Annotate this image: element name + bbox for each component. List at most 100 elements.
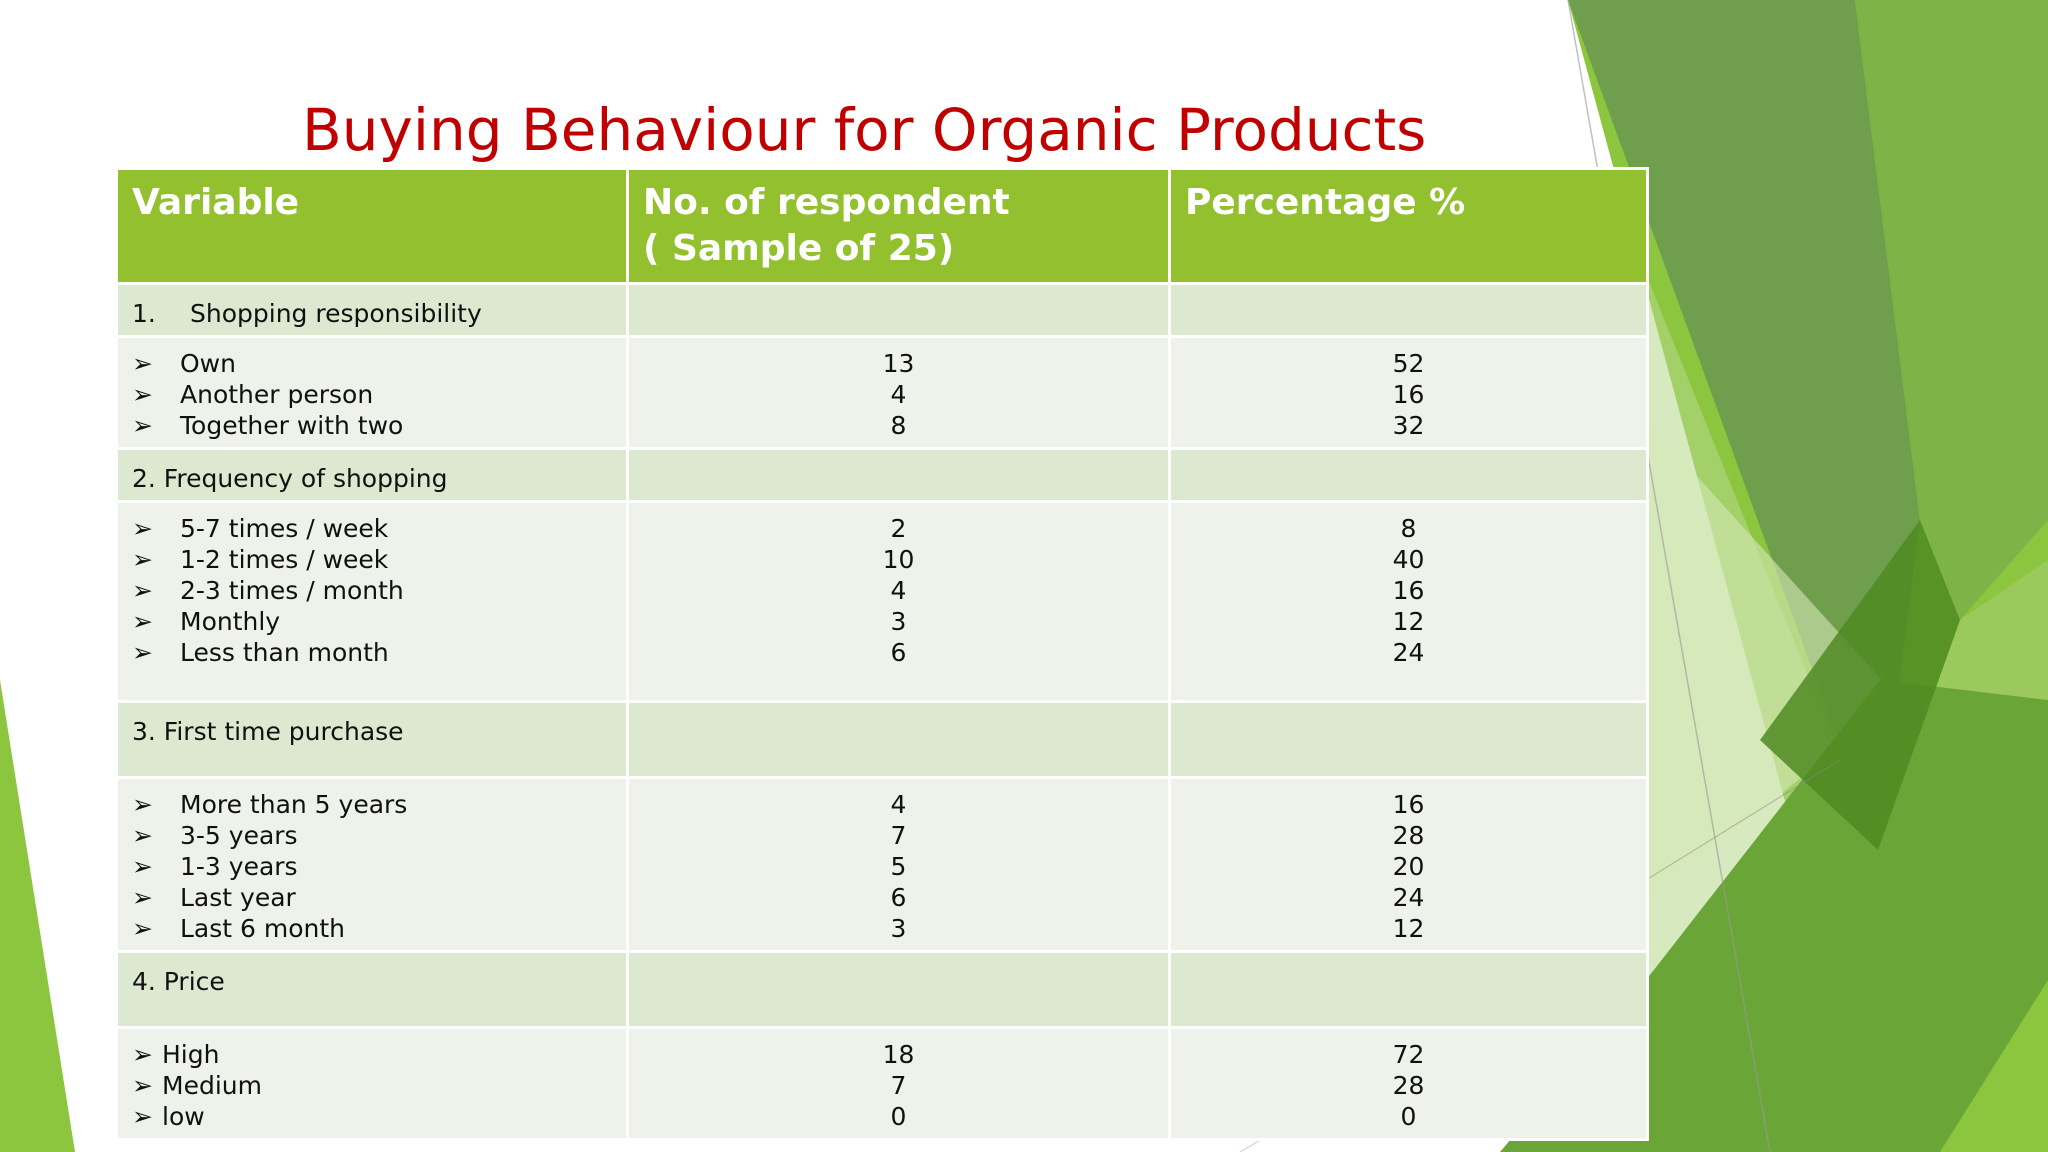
arrow-bullet-icon: ➢ — [132, 1102, 153, 1131]
items-row-shopping-responsibility: ➢ Own ➢ Another person ➢ Together with two … — [115, 335, 1649, 450]
arrow-bullet-icon: ➢ — [132, 852, 153, 881]
count-value: 3 — [890, 914, 907, 943]
section-row-frequency-of-shopping: 2. Frequency of shopping — [115, 447, 1649, 503]
count-value: 5 — [890, 852, 907, 881]
percent-value: 24 — [1392, 638, 1425, 667]
item-labels-cell: ➢ 5-7 times / week ➢ 1-2 times / week ➢ 2-3… — [115, 500, 629, 703]
arrow-bullet-icon: ➢ — [132, 514, 153, 543]
count-value: 2 — [890, 514, 907, 543]
percent-value: 0 — [1400, 1102, 1417, 1131]
list-item: ➢ Less than month — [132, 638, 389, 667]
percent-value: 40 — [1392, 545, 1425, 574]
item-percents-cell: 52 16 32 — [1168, 335, 1649, 450]
section-number: 1. — [132, 299, 156, 328]
item-counts-cell: 18 7 0 — [626, 1026, 1171, 1141]
header-respondents-line1: No. of respondent — [643, 182, 1010, 223]
section-row-first-time-purchase: 3. First time purchase — [115, 700, 1649, 779]
percent-value: 16 — [1392, 576, 1425, 605]
slide-title: Buying Behaviour for Organic Products — [302, 96, 1427, 164]
items-row-first-time-purchase: ➢ More than 5 years ➢ 3-5 years ➢ 1-3 years… — [115, 776, 1649, 953]
item-percents-cell: 8 40 16 12 24 — [1168, 500, 1649, 703]
arrow-bullet-icon: ➢ — [132, 380, 153, 409]
count-value: 13 — [882, 349, 915, 378]
list-item: ➢ low — [132, 1102, 205, 1131]
percent-value: 12 — [1392, 914, 1425, 943]
arrow-bullet-icon: ➢ — [132, 1071, 153, 1100]
arrow-bullet-icon: ➢ — [132, 576, 153, 605]
section-count-cell — [626, 282, 1171, 338]
buying-behaviour-table: Variable No. of respondent ( Sample of 2… — [115, 167, 1649, 1141]
header-respondents-line2: ( Sample of 25) — [643, 228, 955, 269]
section-label: 4. Price — [115, 950, 629, 1029]
section-percent-cell — [1168, 447, 1649, 503]
list-item: ➢ Medium — [132, 1071, 262, 1100]
item-counts-cell: 4 7 5 6 3 — [626, 776, 1171, 953]
item-counts-cell: 2 10 4 3 6 — [626, 500, 1171, 703]
item-labels-cell: ➢ High ➢ Medium ➢ low — [115, 1026, 629, 1141]
section-percent-cell — [1168, 700, 1649, 779]
count-value: 8 — [890, 411, 907, 440]
section-count-cell — [626, 447, 1171, 503]
section-percent-cell — [1168, 282, 1649, 338]
list-item: ➢ High — [132, 1040, 220, 1069]
percent-value: 24 — [1392, 883, 1425, 912]
arrow-bullet-icon: ➢ — [132, 349, 153, 378]
section-label: 3. First time purchase — [115, 700, 629, 779]
section-label: 2. Frequency of shopping — [115, 447, 629, 503]
arrow-bullet-icon: ➢ — [132, 638, 153, 667]
list-item: ➢ 3-5 years — [132, 821, 298, 850]
percent-value: 52 — [1392, 349, 1425, 378]
percent-value: 16 — [1392, 790, 1425, 819]
count-value: 4 — [890, 380, 907, 409]
item-labels-cell: ➢ Own ➢ Another person ➢ Together with two — [115, 335, 629, 450]
percent-value: 12 — [1392, 607, 1425, 636]
arrow-bullet-icon: ➢ — [132, 790, 153, 819]
header-percentage: Percentage % — [1168, 167, 1649, 285]
section-title: 3. First time purchase — [132, 717, 404, 746]
list-item: ➢ Together with two — [132, 411, 404, 440]
list-item: ➢ 2-3 times / month — [132, 576, 404, 605]
count-value: 18 — [882, 1040, 915, 1069]
item-percents-cell: 16 28 20 24 12 — [1168, 776, 1649, 953]
percent-value: 28 — [1392, 821, 1425, 850]
arrow-bullet-icon: ➢ — [132, 1040, 153, 1069]
header-variable: Variable — [115, 167, 629, 285]
arrow-bullet-icon: ➢ — [132, 914, 153, 943]
header-respondents: No. of respondent ( Sample of 25) — [626, 167, 1171, 285]
list-item: ➢ 1-2 times / week — [132, 545, 389, 574]
count-value: 10 — [882, 545, 915, 574]
list-item: ➢ Last 6 month — [132, 914, 346, 943]
percent-value: 28 — [1392, 1071, 1425, 1100]
list-item: ➢ More than 5 years — [132, 790, 408, 819]
section-percent-cell — [1168, 950, 1649, 1029]
items-row-price: ➢ High ➢ Medium ➢ low 18 7 0 72 28 0 — [115, 1026, 1649, 1141]
percent-value: 20 — [1392, 852, 1425, 881]
list-item: ➢ 1-3 years — [132, 852, 298, 881]
arrow-bullet-icon: ➢ — [132, 821, 153, 850]
count-value: 0 — [890, 1102, 907, 1131]
percent-value: 32 — [1392, 411, 1425, 440]
percent-value: 16 — [1392, 380, 1425, 409]
arrow-bullet-icon: ➢ — [132, 545, 153, 574]
section-title: 2. Frequency of shopping — [132, 464, 448, 493]
list-item: ➢ Another person — [132, 380, 374, 409]
table-header-row: Variable No. of respondent ( Sample of 2… — [115, 167, 1649, 285]
percent-value: 8 — [1400, 514, 1417, 543]
item-labels-cell: ➢ More than 5 years ➢ 3-5 years ➢ 1-3 years… — [115, 776, 629, 953]
section-title: 4. Price — [132, 967, 225, 996]
count-value: 3 — [890, 607, 907, 636]
section-row-shopping-responsibility: 1. Shopping responsibility — [115, 282, 1649, 338]
count-value: 4 — [890, 576, 907, 605]
list-item: ➢ 5-7 times / week — [132, 514, 389, 543]
item-counts-cell: 13 4 8 — [626, 335, 1171, 450]
items-row-frequency-of-shopping: ➢ 5-7 times / week ➢ 1-2 times / week ➢ 2-3… — [115, 500, 1649, 703]
item-percents-cell: 72 28 0 — [1168, 1026, 1649, 1141]
arrow-bullet-icon: ➢ — [132, 883, 153, 912]
count-value: 6 — [890, 638, 907, 667]
section-label: 1. Shopping responsibility — [115, 282, 629, 338]
count-value: 6 — [890, 883, 907, 912]
count-value: 4 — [890, 790, 907, 819]
section-count-cell — [626, 950, 1171, 1029]
section-title: Shopping responsibility — [190, 299, 482, 328]
arrow-bullet-icon: ➢ — [132, 607, 153, 636]
